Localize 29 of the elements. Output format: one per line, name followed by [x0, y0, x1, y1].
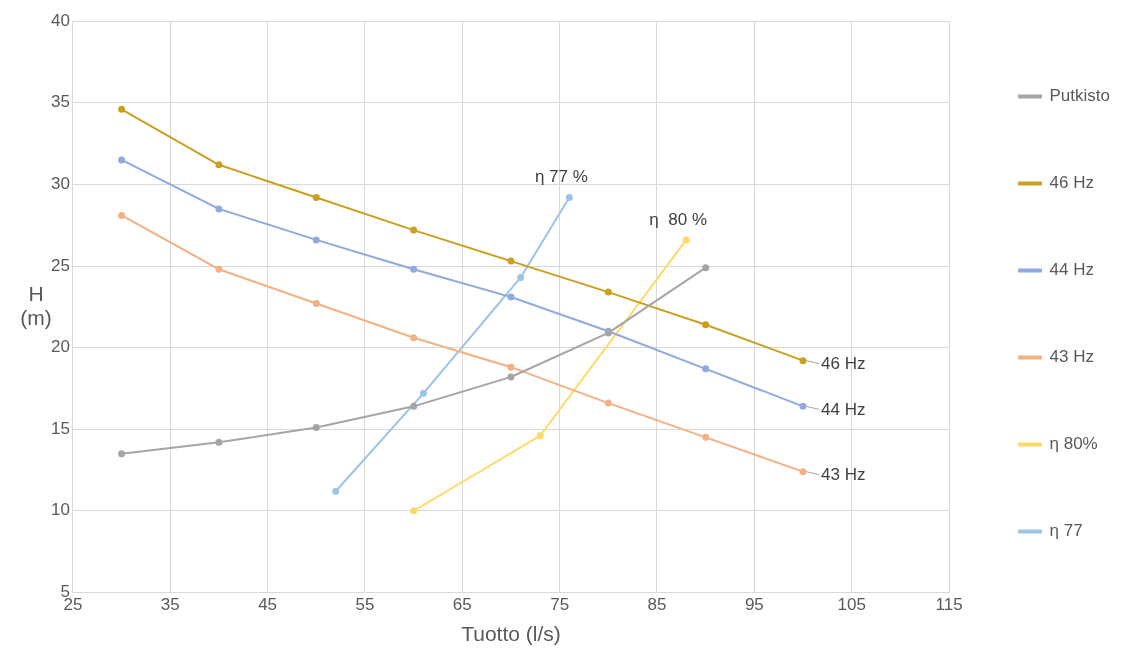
x-axis-title: Tuotto (l/s)	[461, 622, 561, 646]
x-tick-label: 55	[355, 595, 375, 615]
legend-label: 46 Hz	[1049, 173, 1094, 193]
annotation: η 80 %	[649, 209, 708, 229]
legend-label: 44 Hz	[1049, 260, 1094, 280]
x-tick-label: 35	[160, 595, 180, 615]
legend-label: η 80%	[1049, 434, 1098, 454]
y-tick-label: 10	[50, 500, 70, 520]
x-tick-label: 95	[744, 595, 764, 615]
legend-label: 43 Hz	[1049, 347, 1094, 367]
annotation: η 77 %	[534, 167, 588, 187]
x-tick-label: 85	[647, 595, 667, 615]
x-tick-label: 65	[452, 595, 472, 615]
x-tick-label: 105	[837, 595, 866, 615]
y-tick-label: 30	[50, 174, 70, 194]
annotation: 44 Hz	[821, 400, 866, 420]
legend-label: Putkisto	[1049, 86, 1111, 106]
y-axis-title: H (m)	[20, 281, 52, 329]
y-tick-label: 40	[50, 10, 70, 30]
y-tick-label: 25	[50, 255, 70, 275]
legend-label: η 77	[1049, 521, 1083, 541]
x-tick-label: 45	[258, 595, 278, 615]
x-tick-label: 115	[935, 595, 963, 615]
y-tick-label: 35	[50, 92, 70, 112]
y-tick-label: 15	[50, 418, 70, 438]
x-tick-label: 75	[550, 595, 570, 615]
annotation: 43 Hz	[821, 465, 866, 485]
annotation: 46 Hz	[821, 354, 866, 374]
y-tick-label: 20	[50, 337, 70, 357]
